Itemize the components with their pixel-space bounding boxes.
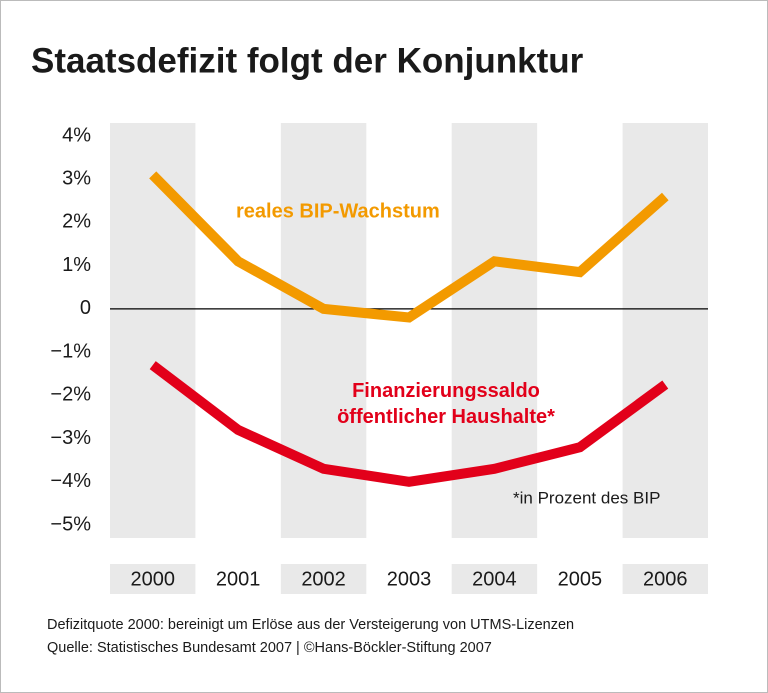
y-tick-label: −2% bbox=[50, 384, 91, 406]
annotation: *in Prozent des BIP bbox=[513, 488, 660, 507]
x-tick-label: 2002 bbox=[301, 568, 346, 590]
label-band bbox=[280, 564, 367, 594]
y-tick-label: −4% bbox=[50, 470, 91, 492]
x-tick-label: 2006 bbox=[643, 568, 688, 590]
column-band bbox=[622, 123, 708, 538]
label-band bbox=[110, 564, 196, 594]
x-tick-label: 2004 bbox=[472, 568, 517, 590]
label-band bbox=[451, 564, 538, 594]
label-band bbox=[622, 564, 708, 594]
footnote: Quelle: Statistisches Bundesamt 2007 | ©… bbox=[47, 640, 492, 656]
series-label: Finanzierungssaldo öffentlicher Haushalt… bbox=[337, 380, 555, 428]
chart-title: Staatsdefizit folgt der Konjunktur bbox=[31, 41, 584, 80]
y-tick-label: −5% bbox=[50, 513, 91, 535]
footnote: Defizitquote 2000: bereinigt um Erlöse a… bbox=[47, 617, 574, 633]
x-tick-label: 2005 bbox=[558, 568, 603, 590]
y-tick-label: −3% bbox=[50, 427, 91, 449]
x-tick-label: 2001 bbox=[216, 568, 261, 590]
x-tick-label: 2003 bbox=[387, 568, 432, 590]
y-tick-label: 2% bbox=[62, 211, 91, 233]
series-line bbox=[149, 361, 669, 487]
y-tick-label: 3% bbox=[62, 167, 91, 189]
y-tick-label: 1% bbox=[62, 254, 91, 276]
y-tick-label: −1% bbox=[50, 340, 91, 362]
series-line bbox=[149, 171, 669, 323]
series-label: reales BIP-Wachstum bbox=[236, 200, 440, 222]
column-band bbox=[110, 123, 196, 538]
x-tick-label: 2000 bbox=[130, 568, 175, 590]
y-tick-label: 0 bbox=[80, 297, 91, 319]
y-tick-label: 4% bbox=[62, 124, 91, 146]
